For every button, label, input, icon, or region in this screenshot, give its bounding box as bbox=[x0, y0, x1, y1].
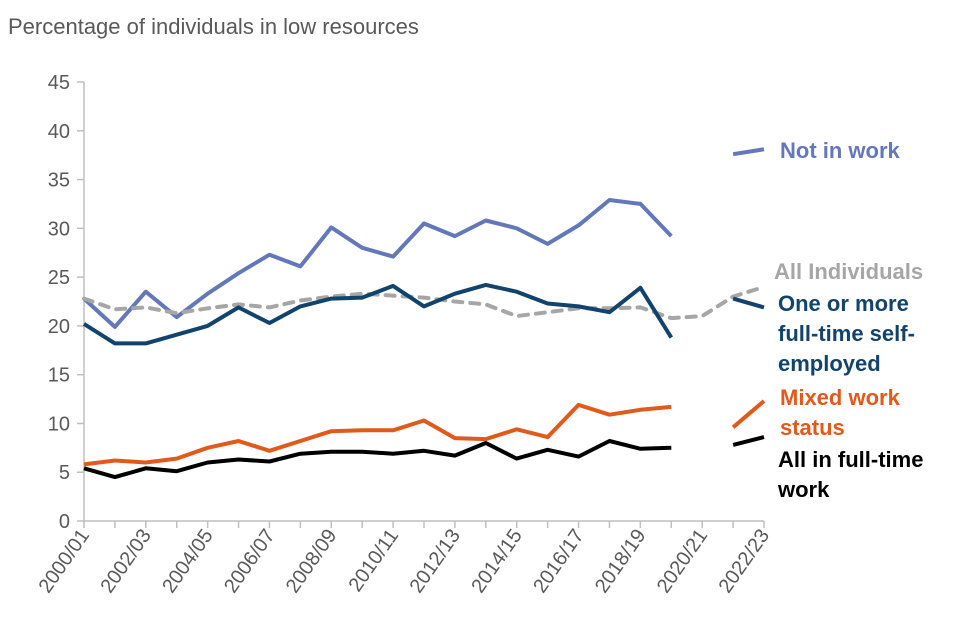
series-line-all-in-full-time-work bbox=[83, 439, 672, 480]
y-tick-label: 35 bbox=[48, 170, 70, 192]
x-tick-label: 2000/01 bbox=[35, 525, 94, 597]
y-tick-label: 30 bbox=[48, 218, 70, 240]
x-tick-label: 2008/09 bbox=[282, 525, 341, 597]
y-tick-label: 0 bbox=[59, 511, 70, 533]
series-label-not-in-work: Not in work bbox=[780, 138, 901, 163]
series-label-mixed-work-status: Mixed work status bbox=[780, 385, 901, 440]
series-line-one-or-more-full-time-self-employed bbox=[732, 296, 765, 310]
y-tick-label: 40 bbox=[48, 121, 70, 143]
x-tick-label: 2012/13 bbox=[406, 525, 465, 597]
y-tick-label: 45 bbox=[48, 72, 70, 94]
x-tick-label: 2002/03 bbox=[96, 525, 155, 597]
x-tick-label: 2014/15 bbox=[467, 525, 526, 597]
y-tick-label: 5 bbox=[59, 462, 70, 484]
x-tick-label: 2016/17 bbox=[529, 525, 588, 597]
y-tick-label: 25 bbox=[48, 267, 70, 289]
y-tick-label: 20 bbox=[48, 316, 70, 338]
series-label-all-in-full-time-work: All in full-time work bbox=[777, 447, 923, 502]
x-tick-label: 2020/21 bbox=[653, 525, 712, 597]
series-line-mixed-work-status bbox=[83, 402, 672, 467]
series-label-one-or-more-full-time-self-employed: One or more full-time self-employed bbox=[778, 291, 915, 376]
series-line-mixed-work-status bbox=[731, 399, 766, 429]
series-line-not-in-work bbox=[732, 147, 765, 157]
y-tick-label: 10 bbox=[48, 413, 70, 435]
x-tick-label: 2018/19 bbox=[591, 525, 650, 597]
y-tick-label: 15 bbox=[48, 365, 70, 387]
series-line-all-individuals bbox=[82, 284, 766, 321]
x-tick-label: 2022/23 bbox=[715, 525, 774, 597]
series-line-all-in-full-time-work bbox=[732, 435, 765, 447]
series-line-one-or-more-full-time-self-employed bbox=[82, 282, 673, 346]
x-tick-label: 2006/07 bbox=[220, 525, 279, 597]
chart-title: Percentage of individuals in low resourc… bbox=[8, 14, 419, 39]
x-tick-label: 2004/05 bbox=[158, 525, 217, 597]
series-label-all-individuals: All Individuals bbox=[774, 259, 923, 284]
x-tick-label: 2010/11 bbox=[345, 525, 404, 596]
